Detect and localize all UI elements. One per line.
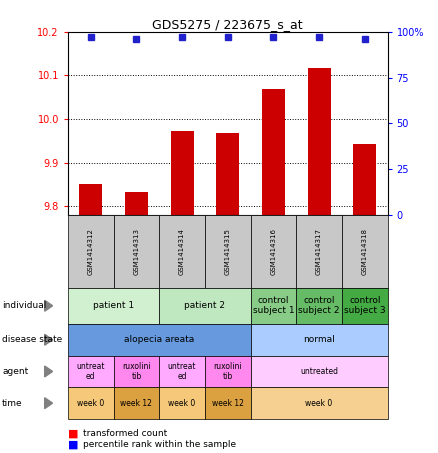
Text: GSM1414312: GSM1414312 (88, 228, 94, 275)
Title: GDS5275 / 223675_s_at: GDS5275 / 223675_s_at (152, 18, 303, 30)
Text: GSM1414314: GSM1414314 (179, 228, 185, 275)
Text: control
subject 1: control subject 1 (253, 296, 294, 315)
Bar (171, 131, 194, 215)
Text: normal: normal (303, 335, 335, 344)
Bar (216, 133, 239, 215)
Text: time: time (2, 399, 23, 408)
Text: alopecia areata: alopecia areata (124, 335, 194, 344)
Text: percentile rank within the sample: percentile rank within the sample (83, 440, 237, 449)
Bar (353, 144, 376, 215)
Text: GSM1414315: GSM1414315 (225, 228, 231, 275)
Text: GSM1414318: GSM1414318 (362, 228, 368, 275)
Text: week 0: week 0 (169, 399, 196, 408)
Text: ■: ■ (68, 429, 78, 439)
Text: untreated: untreated (300, 367, 338, 376)
Text: untreat
ed: untreat ed (168, 362, 196, 381)
Text: patient 2: patient 2 (184, 301, 226, 310)
Text: GSM1414316: GSM1414316 (270, 228, 276, 275)
Text: untreat
ed: untreat ed (77, 362, 105, 381)
Text: week 0: week 0 (305, 399, 333, 408)
Text: agent: agent (2, 367, 28, 376)
Text: control
subject 3: control subject 3 (344, 296, 385, 315)
Text: patient 1: patient 1 (93, 301, 134, 310)
Bar (307, 67, 331, 215)
Text: individual: individual (2, 301, 46, 310)
Bar (79, 184, 102, 215)
Bar (125, 192, 148, 215)
Bar (262, 89, 285, 215)
Text: ruxolini
tib: ruxolini tib (213, 362, 242, 381)
Text: ruxolini
tib: ruxolini tib (122, 362, 151, 381)
Text: ■: ■ (68, 440, 78, 450)
Text: transformed count: transformed count (83, 429, 167, 439)
Text: week 12: week 12 (212, 399, 244, 408)
Text: week 12: week 12 (120, 399, 152, 408)
Text: control
subject 2: control subject 2 (298, 296, 340, 315)
Text: week 0: week 0 (77, 399, 104, 408)
Text: GSM1414317: GSM1414317 (316, 228, 322, 275)
Text: GSM1414313: GSM1414313 (134, 228, 139, 275)
Text: disease state: disease state (2, 335, 63, 344)
